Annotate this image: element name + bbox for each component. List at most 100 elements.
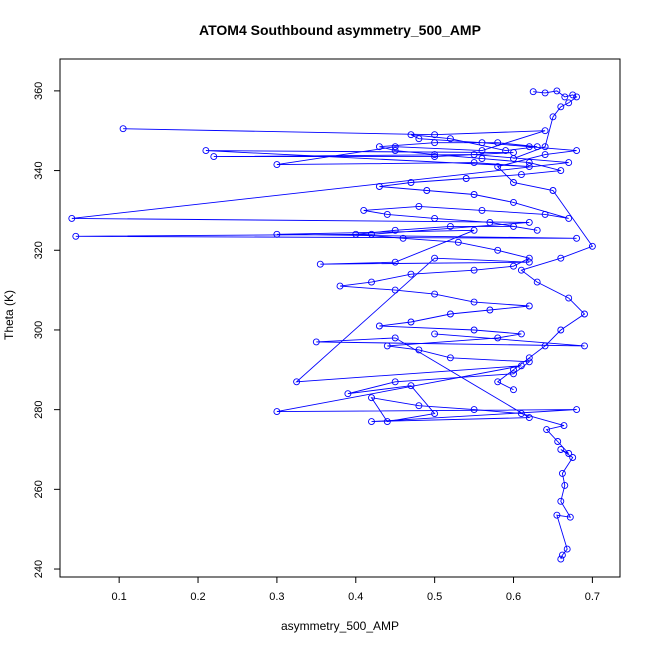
data-point: [470, 151, 478, 159]
data-point: [415, 135, 423, 143]
data-point: [312, 338, 320, 346]
data-point: [569, 91, 577, 99]
data-point: [423, 187, 431, 194]
data-point: [470, 326, 478, 334]
data-point: [293, 378, 301, 386]
data-point: [494, 378, 502, 386]
data-point: [415, 402, 423, 410]
data-point: [565, 294, 573, 302]
data-point: [510, 179, 517, 186]
x-tick-label: 0.1: [112, 591, 127, 603]
y-tick-label: 260: [33, 480, 45, 498]
data-point: [525, 358, 533, 366]
data-point: [557, 103, 565, 111]
x-axis-label: asymmetry_500_AMP: [281, 619, 399, 633]
data-point: [554, 438, 562, 445]
data-point: [273, 161, 281, 169]
data-point: [565, 450, 573, 457]
data-point: [525, 302, 533, 310]
data-point: [470, 406, 478, 414]
data-point: [517, 362, 525, 370]
data-point: [446, 222, 454, 230]
data-point: [273, 230, 281, 238]
data-point: [541, 89, 549, 97]
data-point: [502, 147, 510, 155]
data-point: [510, 155, 517, 163]
data-point: [494, 163, 502, 171]
data-point: [557, 254, 565, 262]
data-point: [446, 354, 454, 362]
plot-frame: [59, 58, 621, 578]
data-point: [525, 354, 533, 362]
data-point: [383, 210, 391, 218]
data-point: [391, 258, 399, 266]
y-axis-label: Theta (K): [2, 290, 16, 340]
data-point: [533, 278, 541, 286]
data-point: [557, 446, 565, 453]
x-axis: 0.1 0.2 0.3 0.4 0.5 0.6 0.7: [112, 577, 600, 603]
data-point: [486, 306, 494, 314]
data-point: [510, 386, 517, 394]
data-point: [557, 555, 565, 563]
data-point: [543, 426, 551, 434]
data-point: [431, 290, 439, 298]
series-layer: [68, 87, 596, 563]
data-point: [454, 238, 462, 246]
series-line-0: [339, 134, 594, 560]
data-point: [566, 513, 574, 521]
data-point: [391, 226, 399, 234]
data-point: [368, 418, 375, 426]
data-point: [569, 454, 577, 461]
y-tick-label: 300: [33, 321, 45, 339]
data-point: [525, 143, 533, 151]
data-point: [549, 113, 557, 121]
data-point: [560, 422, 568, 430]
data-point: [517, 410, 525, 418]
data-point: [563, 545, 571, 553]
data-point: [368, 230, 375, 238]
data-point: [273, 408, 281, 416]
data-point: [360, 206, 368, 214]
data-point: [557, 497, 565, 505]
data-point: [517, 330, 525, 338]
y-axis: 240 260 280 300 320 340 360: [33, 82, 60, 578]
y-tick-label: 320: [33, 241, 45, 259]
data-point: [558, 469, 566, 477]
data-point: [431, 139, 439, 147]
data-point: [565, 159, 573, 167]
data-point: [431, 131, 439, 139]
data-point: [494, 246, 502, 254]
data-point: [533, 226, 541, 234]
data-point: [525, 163, 533, 171]
y-tick-label: 240: [33, 560, 45, 578]
data-point: [316, 260, 324, 268]
data-point: [446, 310, 454, 318]
data-point: [510, 262, 517, 270]
data-point: [462, 175, 470, 182]
data-point: [431, 153, 439, 161]
data-point: [553, 511, 561, 519]
data-point: [573, 406, 581, 414]
x-tick-label: 0.5: [427, 591, 442, 603]
x-tick-label: 0.7: [585, 591, 600, 603]
series-line-1: [71, 128, 585, 423]
data-point: [565, 214, 573, 222]
data-point: [407, 270, 415, 278]
data-point: [561, 93, 569, 101]
data-point: [541, 210, 549, 218]
data-point: [415, 202, 423, 210]
data-point: [368, 278, 375, 286]
x-tick-label: 0.6: [506, 591, 521, 603]
data-point: [399, 234, 407, 242]
data-point: [119, 125, 127, 133]
data-point: [510, 198, 517, 206]
data-point: [494, 334, 502, 342]
data-point: [529, 88, 537, 96]
data-point: [517, 171, 525, 179]
data-point: [68, 214, 76, 222]
chart-title: ATOM4 Southbound asymmetry_500_AMP: [199, 22, 481, 38]
data-point: [431, 330, 439, 338]
x-tick-label: 0.2: [190, 591, 205, 603]
data-point: [470, 191, 478, 198]
data-point: [581, 342, 588, 350]
